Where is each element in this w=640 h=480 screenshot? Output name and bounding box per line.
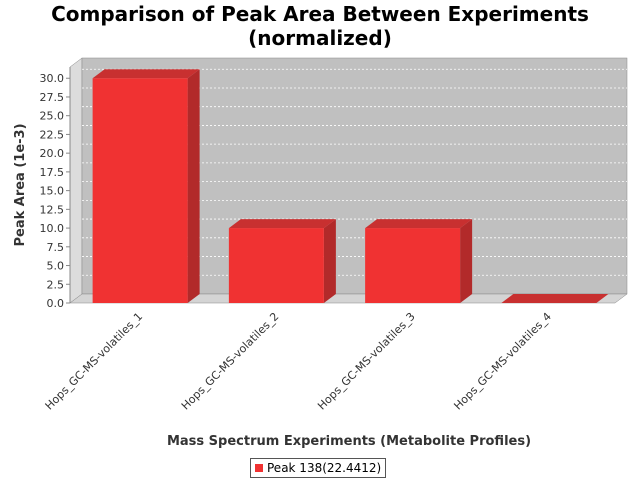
bar-front	[92, 78, 188, 303]
legend: Peak 138(22.4412)	[250, 458, 387, 478]
bar-top	[365, 219, 473, 229]
bar	[501, 294, 609, 303]
y-tick-label: 7.5	[47, 241, 65, 254]
y-tick-label: 0.0	[47, 297, 65, 310]
chart-title-line-1: Comparison of Peak Area Between Experime…	[51, 2, 589, 26]
bar-front	[228, 228, 324, 303]
y-tick-label: 5.0	[47, 260, 65, 273]
x-tick-label: Hops_GC-MS-volatiles_3	[315, 310, 418, 413]
chart-title: Comparison of Peak Area Between Experime…	[0, 2, 640, 50]
y-tick-label: 20.0	[40, 147, 65, 160]
bar-side	[187, 69, 200, 303]
bar-side	[460, 219, 473, 303]
bar	[228, 219, 336, 303]
y-tick-label: 30.0	[40, 72, 65, 85]
y-tick-label: 12.5	[40, 203, 65, 216]
bar-top	[92, 69, 200, 79]
x-tick-label: Hops_GC-MS-volatiles_2	[179, 310, 282, 413]
legend-label: Peak 138(22.4412)	[267, 461, 382, 475]
y-tick-label: 27.5	[40, 91, 65, 104]
x-tick-label: Hops_GC-MS-volatiles_4	[451, 310, 554, 413]
y-tick-label: 17.5	[40, 166, 65, 179]
y-axis: 0.0 2.5 5.0 7.5 10.0 12.5 15.0 17.5 20.0 22.5 25.0…	[40, 67, 71, 310]
x-axis: Hops_GC-MS-volatiles_1 Hops_GC-MS-volatil…	[43, 310, 554, 413]
legend-swatch	[255, 464, 263, 472]
y-tick-label: 25.0	[40, 110, 65, 123]
y-tick-label: 15.0	[40, 185, 65, 198]
x-axis-title: Mass Spectrum Experiments (Metabolite Pr…	[167, 434, 531, 449]
x-tick-label: Hops_GC-MS-volatiles_1	[43, 310, 146, 413]
bar-top	[228, 219, 336, 229]
bar-front	[365, 228, 461, 303]
y-axis-title: Peak Area (1e-3)	[13, 123, 28, 246]
y-tick-label: 10.0	[40, 222, 65, 235]
plot-left-wall	[69, 57, 83, 304]
bar	[92, 69, 200, 303]
bars	[92, 69, 609, 303]
bar-side	[323, 219, 336, 303]
y-tick-label: 2.5	[47, 278, 65, 291]
gridlines	[82, 68, 627, 276]
y-tick-label: 22.5	[40, 128, 65, 141]
bar-top	[501, 294, 609, 303]
chart-title-line-2: (normalized)	[248, 26, 392, 50]
bar	[365, 219, 473, 303]
